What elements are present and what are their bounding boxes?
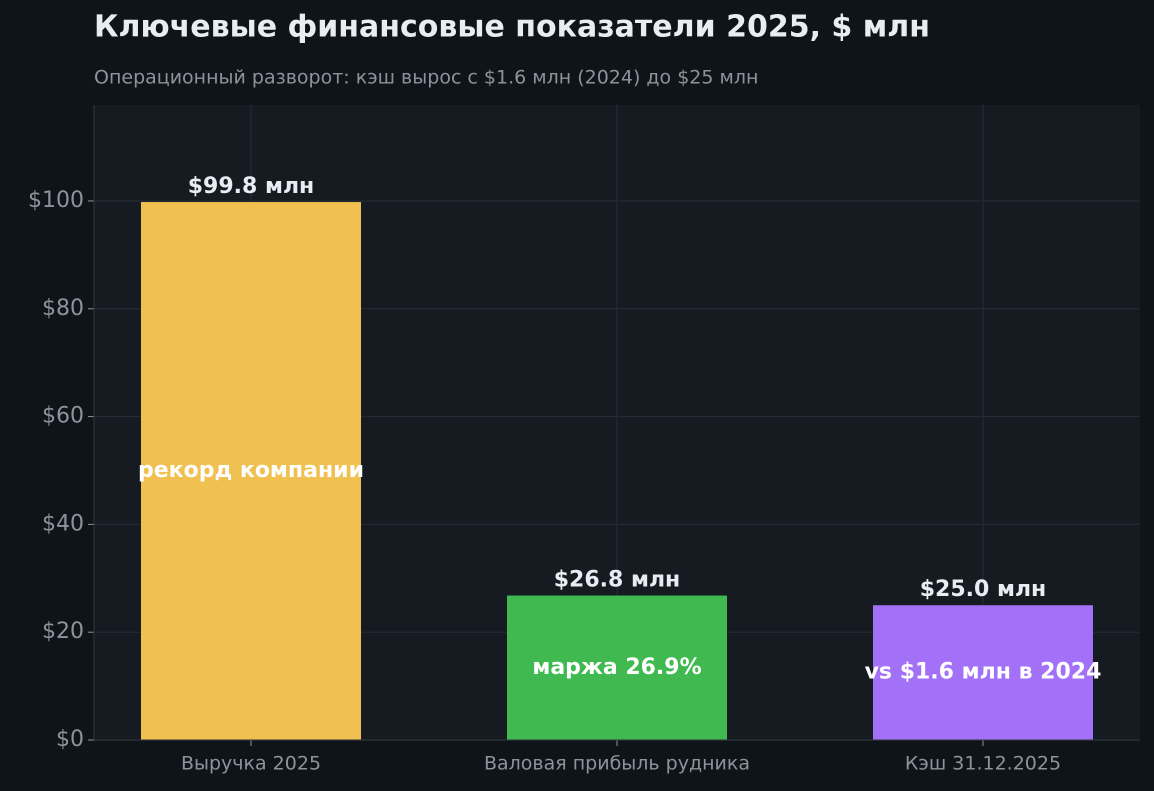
chart-subtitle: Операционный разворот: кэш вырос с $1.6 … xyxy=(94,67,758,89)
x-tick-label: Валовая прибыль рудника xyxy=(484,753,750,775)
y-tick-label: $40 xyxy=(42,511,84,536)
bar xyxy=(141,202,361,740)
chart-title: Ключевые финансовые показатели 2025, $ м… xyxy=(94,10,930,45)
y-tick-label: $60 xyxy=(42,404,84,429)
bar xyxy=(873,605,1093,740)
bar-annotation: рекорд компании xyxy=(138,458,364,483)
y-tick-label: $20 xyxy=(42,619,84,644)
value-label: $99.8 млн xyxy=(188,174,315,199)
x-tick-label: Выручка 2025 xyxy=(181,753,321,775)
bar-annotation: маржа 26.9% xyxy=(532,655,701,680)
bar xyxy=(507,595,727,740)
y-tick-label: $80 xyxy=(42,296,84,321)
x-tick-label: Кэш 31.12.2025 xyxy=(905,753,1061,775)
bar-annotation: vs $1.6 млн в 2024 xyxy=(865,660,1102,685)
y-tick-label: $0 xyxy=(56,727,84,752)
y-tick-label: $100 xyxy=(28,188,84,213)
value-label: $25.0 млн xyxy=(920,577,1047,602)
value-label: $26.8 млн xyxy=(554,568,681,593)
